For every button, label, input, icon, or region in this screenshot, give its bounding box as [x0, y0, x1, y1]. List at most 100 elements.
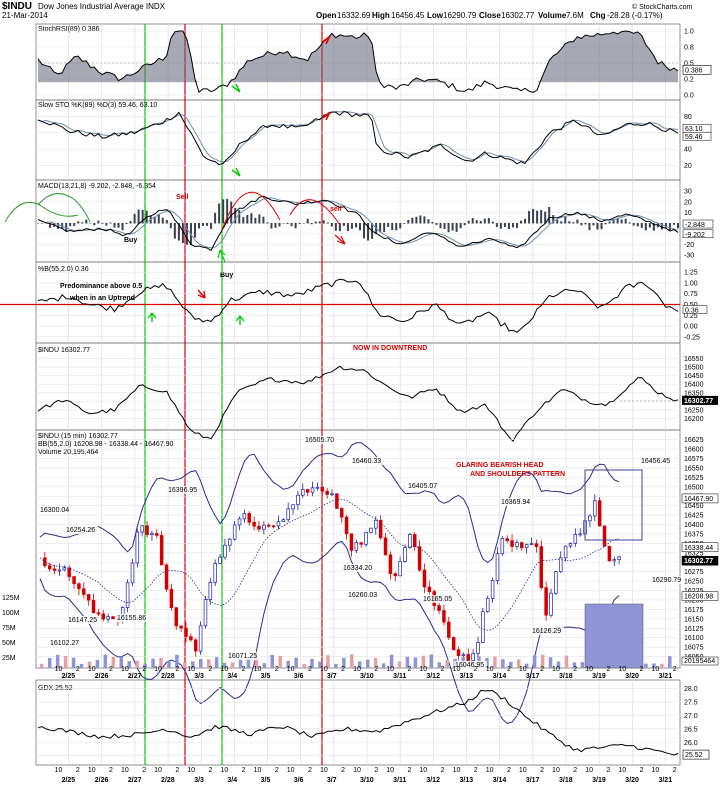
- histogram-bar: [560, 221, 563, 224]
- last-value-box: [682, 64, 712, 75]
- candle-body: [383, 537, 388, 556]
- x-hour-label: 10: [55, 666, 63, 673]
- histogram-bar: [447, 223, 450, 233]
- histogram-bar: [379, 223, 382, 233]
- histogram-bar: [101, 223, 104, 224]
- histogram-bar: [584, 223, 587, 225]
- x-date-label: 3/6: [294, 673, 304, 680]
- pctb-line: [37, 278, 679, 333]
- histogram-bar: [93, 223, 96, 226]
- histogram-bar: [354, 223, 357, 228]
- volume-bar: [524, 663, 529, 668]
- candle-body: [359, 542, 363, 545]
- x-hour-label: 10: [552, 666, 560, 673]
- price-label-bg: [65, 526, 98, 534]
- price-label-bg: [500, 498, 533, 506]
- volume-bar: [119, 656, 123, 668]
- x-hour-label: 2: [606, 666, 610, 673]
- candle-body: [125, 582, 130, 608]
- histogram-bar: [193, 223, 196, 238]
- histogram-bar: [359, 223, 362, 231]
- volume-bar: [262, 663, 267, 668]
- histogram-bar: [455, 223, 458, 232]
- histogram-bar: [246, 215, 249, 224]
- price-label-bg: [49, 639, 82, 647]
- x-hour-label: 2: [242, 767, 246, 774]
- candle-body: [262, 524, 266, 530]
- candle-body: [266, 524, 271, 527]
- candle-body: [485, 598, 490, 612]
- histogram-bar: [206, 223, 209, 226]
- histogram-bar: [596, 223, 599, 230]
- histogram-bar: [540, 210, 543, 224]
- histogram-bar: [511, 223, 514, 228]
- x-hour-label: 10: [353, 666, 361, 673]
- histogram-bar: [536, 210, 539, 224]
- x-hour-label: 2: [142, 767, 146, 774]
- volume-tick-label: 100M: [2, 610, 20, 617]
- x-hour-label: 10: [652, 767, 660, 774]
- histogram-bar: [463, 223, 466, 226]
- candle-body: [456, 649, 461, 656]
- histogram-bar: [105, 223, 108, 226]
- histogram-bar: [616, 217, 619, 224]
- volume-bar: [365, 659, 370, 668]
- main-y-axis: 1605016075161001612516150161751620016225…: [36, 437, 704, 661]
- candle-body: [286, 508, 290, 521]
- candle-body: [164, 564, 169, 590]
- x-date-label: 3/17: [526, 777, 540, 784]
- histogram-bar: [298, 223, 301, 224]
- pctb-note-2: when in an Uptrend: [69, 295, 135, 302]
- open-value: 16332.69: [337, 11, 371, 20]
- large-volume-bar: [584, 603, 644, 669]
- x-date-label: 3/13: [460, 673, 474, 680]
- histogram-bar: [568, 221, 571, 224]
- volume-bar: [199, 659, 203, 668]
- candle-body: [500, 538, 505, 555]
- histogram-bar: [137, 209, 140, 224]
- gdx-last-badge: 25.52: [682, 749, 710, 760]
- watermark: © StockCharts.com: [632, 3, 693, 11]
- candle-body: [558, 557, 563, 572]
- histogram-bar: [636, 223, 639, 227]
- price-label: 16126.29: [532, 628, 561, 635]
- y-tick-label: 0.75: [684, 291, 698, 298]
- x-hour-label: 10: [652, 666, 660, 673]
- candle-body: [573, 534, 578, 544]
- x-hour-label: 2: [507, 666, 511, 673]
- y-tick-label: 1.25: [684, 270, 698, 277]
- buy-arrow: [231, 83, 241, 93]
- histogram-bar: [471, 218, 474, 224]
- volume-bar: [143, 663, 147, 668]
- histogram-bar: [214, 212, 217, 224]
- histogram-bar: [274, 223, 277, 228]
- y-tick-label: 80: [684, 114, 692, 121]
- price-label: 16260.03: [348, 592, 377, 599]
- candle-body: [198, 625, 203, 652]
- x-date-label: 3/19: [592, 777, 606, 784]
- x-hour-label: 2: [474, 666, 478, 673]
- volume-bar: [214, 657, 219, 668]
- histogram-bar: [552, 215, 555, 224]
- candle-body: [393, 573, 398, 577]
- y-tick-label: 40: [684, 147, 692, 154]
- last-value-box: [682, 749, 710, 760]
- last-b-text: -9.202: [685, 232, 705, 239]
- last-k-box: [682, 131, 712, 141]
- candle-body: [339, 508, 344, 518]
- candle-body: [461, 654, 466, 656]
- histogram-bar: [479, 220, 482, 224]
- volume-bars: [40, 603, 672, 669]
- price-label: 16505.70: [305, 437, 334, 444]
- x-hour-label: 10: [187, 666, 195, 673]
- volume-bar: [206, 659, 211, 668]
- candle-body: [101, 613, 106, 620]
- x-hour-label: 2: [540, 767, 544, 774]
- candle-body: [218, 556, 222, 564]
- x-hour-label: 10: [55, 767, 63, 774]
- x-hour-label: 10: [187, 767, 195, 774]
- x-hour-label: 10: [419, 666, 427, 673]
- candle-body: [578, 533, 582, 536]
- volume-bar: [294, 657, 298, 668]
- volume-bar: [175, 654, 179, 668]
